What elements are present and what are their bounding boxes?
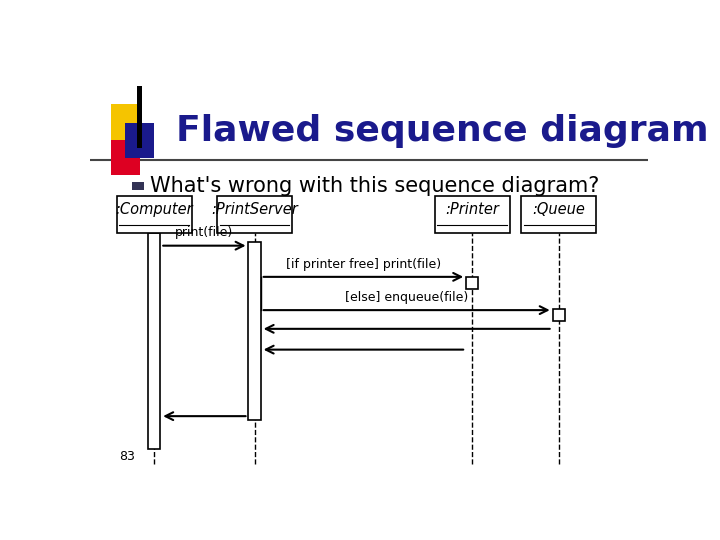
Bar	[466, 277, 478, 289]
Bar	[138, 85, 142, 148]
Bar	[111, 140, 140, 175]
Text: 83: 83	[119, 450, 135, 463]
Bar	[117, 196, 192, 233]
Text: :Computer: :Computer	[115, 202, 193, 218]
Text: [if printer free] print(file): [if printer free] print(file)	[286, 258, 441, 271]
Text: :Printer: :Printer	[445, 202, 499, 218]
Text: What's wrong with this sequence diagram?: What's wrong with this sequence diagram?	[150, 176, 599, 195]
Bar	[435, 196, 510, 233]
Bar	[148, 233, 161, 449]
Bar	[132, 182, 144, 190]
Text: [else] enqueue(file): [else] enqueue(file)	[345, 291, 468, 304]
Text: :PrintServer: :PrintServer	[211, 202, 298, 218]
Bar	[521, 196, 596, 233]
Text: Flawed sequence diagram 3: Flawed sequence diagram 3	[176, 114, 720, 148]
Text: :Queue: :Queue	[532, 202, 585, 218]
Bar	[125, 123, 153, 158]
Bar	[111, 104, 140, 140]
Bar	[217, 196, 292, 233]
Bar	[552, 309, 565, 321]
Bar	[248, 241, 261, 420]
Text: print(file): print(file)	[175, 226, 233, 239]
